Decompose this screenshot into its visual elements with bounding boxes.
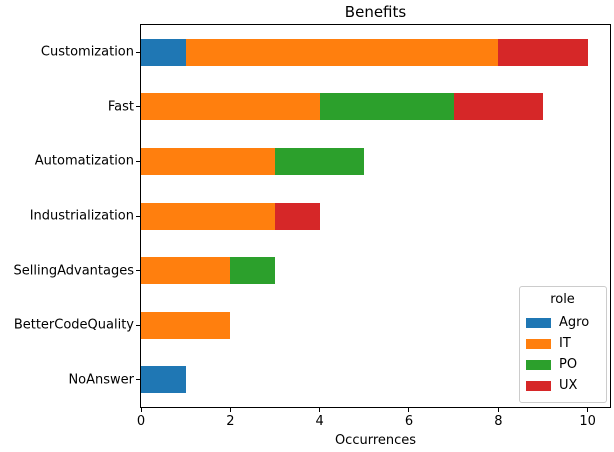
x-tick-mark <box>140 408 142 412</box>
bar-segment-it-industrialization <box>141 202 275 230</box>
y-tick-mark <box>136 106 140 108</box>
legend-swatch-ux <box>526 380 551 391</box>
y-tick-label: SellingAdvantages <box>13 263 134 279</box>
bar-segment-po-automatization <box>275 147 365 175</box>
legend-swatch-po <box>526 359 551 370</box>
y-tick-mark <box>136 215 140 217</box>
chart-title: Benefits <box>344 3 407 21</box>
legend-swatch-it <box>526 338 551 349</box>
bar-segment-agro-noanswer <box>141 366 186 394</box>
legend-swatch-agro <box>526 317 551 328</box>
x-tick-label: 0 <box>136 414 146 429</box>
bar-segment-po-fast <box>319 93 454 121</box>
y-tick-mark <box>136 160 140 162</box>
bar-segment-it-customization <box>185 38 499 66</box>
x-tick-label: 6 <box>404 414 414 429</box>
y-tick-mark <box>136 324 140 326</box>
y-tick-label: Fast <box>107 99 134 115</box>
bar-segment-ux-fast <box>453 93 543 121</box>
x-tick-label: 8 <box>494 414 503 429</box>
x-tick-mark <box>497 408 499 412</box>
legend-item-po: PO <box>526 354 599 375</box>
bar-segment-agro-customization <box>141 38 186 66</box>
x-tick-label: 4 <box>315 414 324 429</box>
x-tick-mark <box>587 408 589 412</box>
legend-label: IT <box>559 336 571 351</box>
legend-label: PO <box>559 357 578 372</box>
y-tick-mark <box>136 379 140 381</box>
bar-segment-it-fast <box>141 93 320 121</box>
legend-item-ux: UX <box>526 375 599 396</box>
y-tick-label: Industrialization <box>29 208 134 224</box>
x-tick-label: 2 <box>226 414 235 429</box>
x-tick-mark <box>408 408 410 412</box>
y-tick-mark <box>136 270 140 272</box>
legend-rows: Agro IT PO UX <box>526 312 599 396</box>
legend-label: Agro <box>559 315 590 330</box>
x-axis-label: Occurrences <box>334 433 417 448</box>
legend-title: role <box>550 292 575 307</box>
y-tick-label: BetterCodeQuality <box>13 317 134 333</box>
y-tick-label: NoAnswer <box>68 372 134 388</box>
x-tick-mark <box>319 408 321 412</box>
plot-area: Benefits Customization Fast Automatization… <box>14 3 611 448</box>
legend-item-agro: Agro <box>526 312 599 333</box>
bar-segment-ux-customization <box>498 38 588 66</box>
bar-segment-it-sellingadvantages <box>141 257 231 285</box>
legend-item-it: IT <box>526 333 599 354</box>
legend: role Agro IT PO UX <box>519 286 607 403</box>
bar-segment-po-sellingadvantages <box>230 257 275 285</box>
y-tick-label: Customization <box>40 44 134 60</box>
y-tick-label: Automatization <box>34 153 134 169</box>
legend-label: UX <box>559 378 578 393</box>
bar-segment-ux-industrialization <box>275 202 320 230</box>
x-tick-label: 10 <box>579 414 596 429</box>
y-tick-mark <box>136 51 140 53</box>
x-tick-mark <box>229 408 231 412</box>
bar-segment-it-bettercodequality <box>141 311 231 339</box>
bar-segment-it-automatization <box>141 147 275 175</box>
